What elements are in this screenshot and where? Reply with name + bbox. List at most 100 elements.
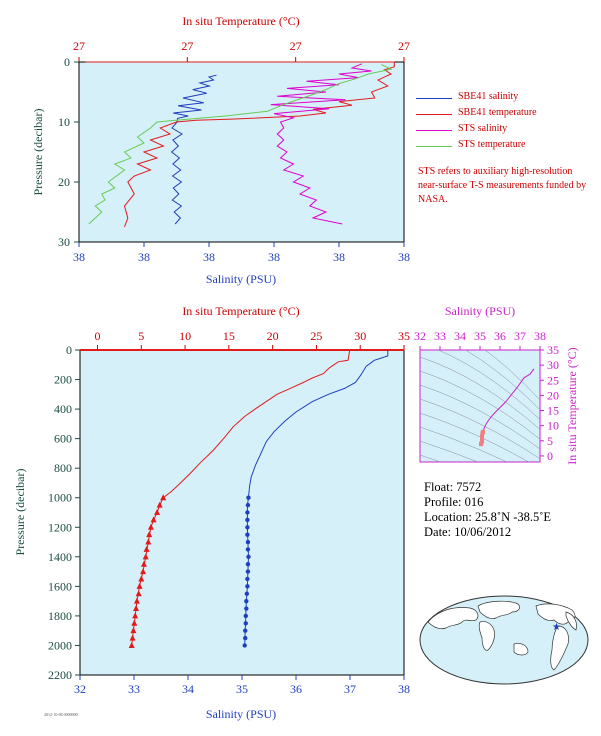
lower-top-tick-label: 30 (354, 329, 366, 343)
legend-swatch-sts-temperature (416, 146, 452, 147)
lower-bottom-tick-label: 36 (290, 682, 302, 696)
lower-left-tick-label: 0 (66, 343, 72, 357)
ts-right-tick-label: 0 (547, 449, 553, 463)
density-contour (437, 350, 540, 420)
temperature-marker (146, 531, 153, 538)
map-continents (427, 600, 577, 671)
upper-series-sbe41-temperature (85, 61, 395, 228)
lower-salinity-line (244, 350, 389, 646)
lower-top-ticks: 0 5 10 15 20 25 30 35 (95, 329, 410, 350)
salinity-marker (244, 606, 249, 611)
density-contour (420, 426, 508, 462)
upper-left-axis-title: Pressure (decibar) (31, 109, 45, 196)
upper-bottom-tick-label: 38 (138, 250, 150, 264)
upper-plot-area (78, 61, 405, 243)
lower-bottom-tick-label: 37 (344, 682, 356, 696)
temperature-marker (140, 560, 147, 567)
float-id: Float: 7572 (424, 480, 482, 494)
salinity-marker (245, 502, 251, 508)
upper-left-tick-label: 20 (58, 175, 70, 189)
ts-deep-marker (480, 431, 485, 436)
ts-deep-marker (480, 434, 484, 439)
ts-right-tick-label: 30 (547, 358, 559, 372)
temperature-marker (132, 612, 139, 619)
legend-swatch-sbe41-salinity (416, 98, 452, 99)
upper-series-sts-salinity (270, 63, 372, 225)
ts-right-tick-label: 10 (547, 419, 559, 433)
lower-bottom-tick-label: 38 (398, 682, 410, 696)
ts-right-tick-label: 20 (547, 388, 559, 402)
lower-left-tick-label: 800 (54, 461, 72, 475)
lower-left-tick-label: 2200 (48, 668, 72, 682)
legend-swatch-sbe41-temperature (416, 114, 452, 115)
ts-top-tick-label: 37 (514, 329, 526, 343)
temperature-marker (140, 568, 147, 575)
lower-top-tick-label: 0 (95, 329, 101, 343)
ts-right-tick-label: 25 (547, 373, 559, 387)
upper-top-ticks: 27 27 27 27 (73, 39, 410, 62)
temperature-marker (136, 582, 143, 589)
lower-left-tick-label: 600 (54, 432, 72, 446)
upper-top-axis-title: In situ Temperature (°C) (182, 14, 299, 28)
temperature-marker (142, 553, 149, 560)
lower-bottom-tick-label: 33 (128, 682, 140, 696)
upper-bottom-tick-label: 38 (398, 250, 410, 264)
salinity-marker (245, 539, 251, 545)
salinity-marker (242, 643, 247, 648)
salinity-marker (243, 613, 248, 619)
temperature-marker (143, 545, 150, 552)
ts-top-tick-label: 36 (494, 329, 506, 343)
lower-bottom-tick-label: 32 (74, 682, 86, 696)
lower-top-tick-label: 35 (398, 329, 410, 343)
profile-number: Profile: 016 (424, 495, 484, 509)
lower-plot-area (79, 349, 405, 676)
salinity-marker (246, 495, 251, 500)
lower-left-tick-label: 1600 (48, 579, 72, 593)
lower-bottom-tick-label: 34 (182, 682, 194, 696)
upper-series-lines (85, 61, 395, 228)
salinity-marker (245, 517, 250, 523)
temperature-marker (133, 605, 140, 612)
float-info: Float: 7572 Profile: 016 Location: 25.8˚… (424, 480, 551, 540)
upper-left-tick-label: 30 (58, 235, 70, 249)
lower-left-ticks: 0 200 400 600 800 1000 1200 1400 1600 1800 2000 220… (48, 343, 80, 682)
salinity-marker (246, 554, 251, 560)
upper-series-sbe41-salinity (170, 74, 217, 225)
upper-bottom-ticks: 38 38 38 38 38 38 (73, 242, 410, 264)
salinity-marker (245, 510, 250, 515)
upper-top-tick-label: 27 (398, 39, 410, 53)
upper-bottom-tick-label: 38 (203, 250, 215, 264)
temperature-marker (131, 619, 138, 626)
ts-top-tick-label: 32 (414, 329, 426, 343)
temperature-marker (130, 627, 137, 634)
ts-top-tick-label: 33 (434, 329, 446, 343)
world-map: ★ (419, 595, 589, 685)
density-contour (420, 454, 442, 462)
temperature-marker (129, 634, 136, 641)
lower-top-tick-label: 20 (267, 329, 279, 343)
lower-top-tick-label: 5 (138, 329, 144, 343)
lower-left-tick-label: 1800 (48, 609, 72, 623)
lower-bottom-axis-title: Salinity (PSU) (206, 707, 276, 721)
temperature-marker (135, 590, 142, 597)
density-contour (420, 469, 540, 480)
salinity-marker (243, 621, 248, 626)
ts-right-tick-label: 15 (547, 404, 559, 418)
density-contour (420, 384, 540, 450)
lower-left-axis-title: Pressure (decibar) (13, 469, 27, 556)
temperature-marker (156, 501, 163, 508)
float-location-marker: ★ (552, 622, 561, 633)
lower-bottom-tick-label: 35 (236, 682, 248, 696)
temperature-marker (138, 575, 145, 582)
lower-left-tick-label: 2000 (48, 638, 72, 652)
salinity-marker (245, 532, 250, 537)
legend-swatch-sts-salinity (416, 130, 452, 131)
lower-profile-chart: 0 5 10 15 20 25 30 35 32 33 34 35 36 37 38 0 200 400 600… (13, 304, 410, 721)
ts-right-tick-label: 35 (547, 343, 559, 357)
temperature-marker (128, 641, 135, 648)
lower-bottom-ticks: 32 33 34 35 36 37 38 (74, 675, 410, 696)
upper-left-tick-label: 0 (64, 55, 70, 69)
